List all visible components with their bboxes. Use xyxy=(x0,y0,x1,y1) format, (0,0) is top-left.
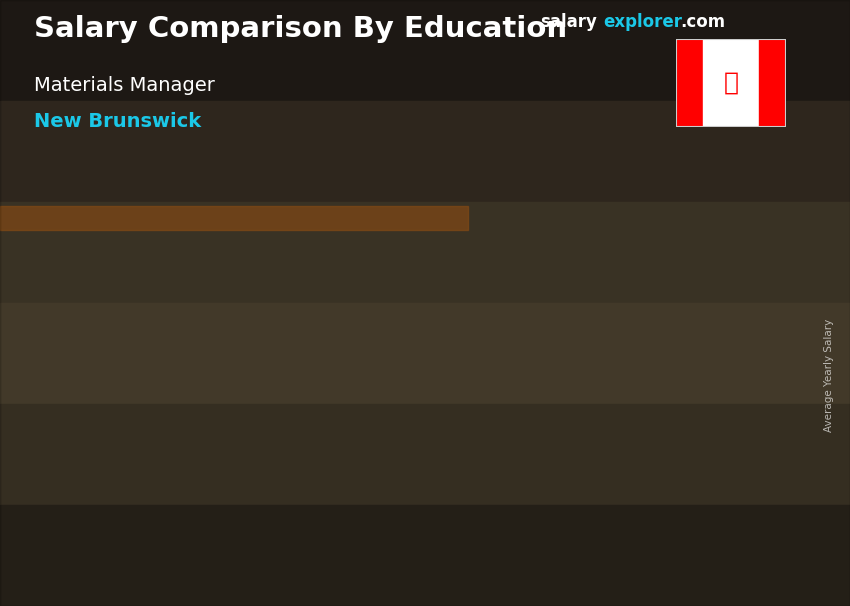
Bar xyxy=(121,413,144,533)
Text: Materials Manager: Materials Manager xyxy=(34,76,215,95)
Text: 🍁: 🍁 xyxy=(723,70,739,95)
Text: +33%: +33% xyxy=(508,230,607,259)
Bar xyxy=(0,404,850,505)
Bar xyxy=(604,278,626,533)
Text: 161,000 CAD: 161,000 CAD xyxy=(356,321,462,336)
Bar xyxy=(0,101,850,202)
Text: explorer: explorer xyxy=(604,13,683,32)
Bar xyxy=(758,39,786,127)
Bar xyxy=(362,342,488,533)
Bar xyxy=(604,278,729,533)
Bar xyxy=(475,342,488,533)
Bar xyxy=(0,303,850,404)
Bar xyxy=(0,206,468,230)
Bar xyxy=(717,278,729,533)
Bar xyxy=(0,0,850,101)
FancyArrowPatch shape xyxy=(204,307,414,396)
Bar xyxy=(703,39,758,127)
Bar xyxy=(234,413,246,533)
Text: Average Yearly Salary: Average Yearly Salary xyxy=(824,319,834,432)
Bar xyxy=(676,39,703,127)
Bar xyxy=(121,413,246,533)
Text: 215,000 CAD: 215,000 CAD xyxy=(629,255,734,270)
Text: Salary Comparison By Education: Salary Comparison By Education xyxy=(34,15,567,43)
FancyArrowPatch shape xyxy=(450,246,654,325)
Bar xyxy=(0,202,850,303)
Text: New Brunswick: New Brunswick xyxy=(34,112,201,131)
Text: 101,000 CAD: 101,000 CAD xyxy=(109,392,214,407)
Bar xyxy=(362,342,385,533)
Text: +59%: +59% xyxy=(235,306,335,335)
Text: salary: salary xyxy=(540,13,597,32)
Text: .com: .com xyxy=(680,13,725,32)
Bar xyxy=(0,505,850,606)
